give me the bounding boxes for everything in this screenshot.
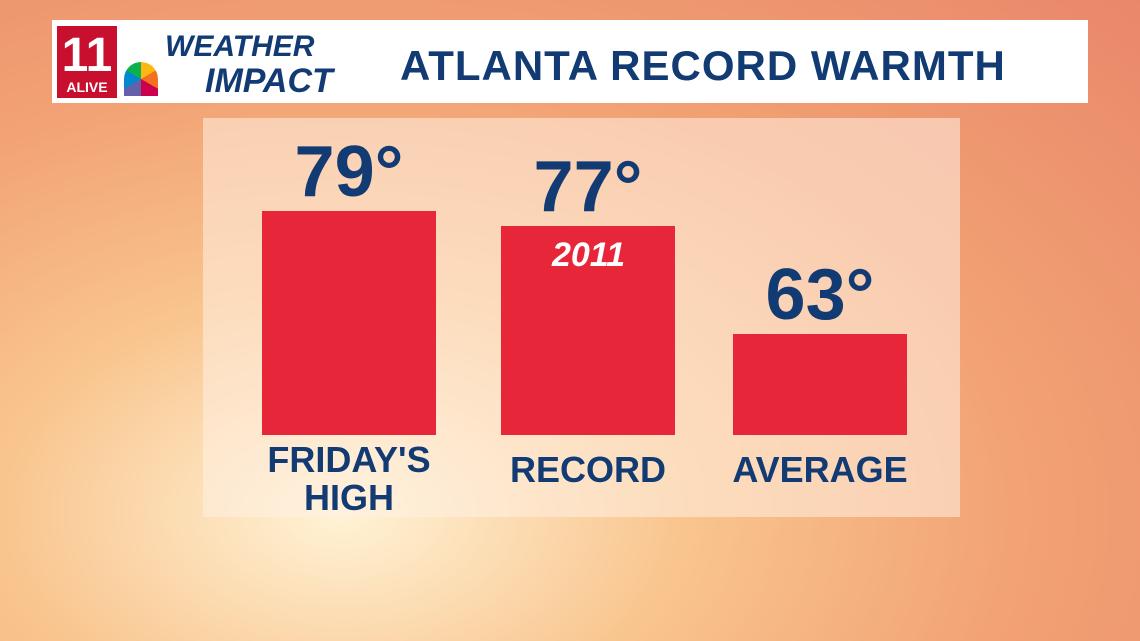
header-bar (52, 20, 1088, 103)
bar (733, 334, 907, 435)
bar (501, 226, 675, 435)
category-label: AVERAGE (732, 449, 908, 490)
annotation: 2011 (551, 236, 626, 275)
chart-title: ATLANTA RECORD WARMTH (400, 42, 1006, 89)
category-label: FRIDAY'S HIGH (267, 439, 431, 518)
brand-top: WEATHER (165, 30, 315, 63)
category-label: RECORD (509, 449, 666, 490)
value-label: 63° (765, 255, 875, 336)
peacock-icon (124, 62, 158, 96)
bar (262, 210, 436, 435)
value-label: 77° (533, 147, 643, 228)
station-number: 11 (61, 29, 113, 82)
brand-bottom: IMPACT (205, 62, 333, 100)
value-label: 79° (294, 131, 404, 212)
station-name: ALIVE (66, 79, 108, 95)
station-logo: 11 ALIVE (57, 26, 117, 98)
